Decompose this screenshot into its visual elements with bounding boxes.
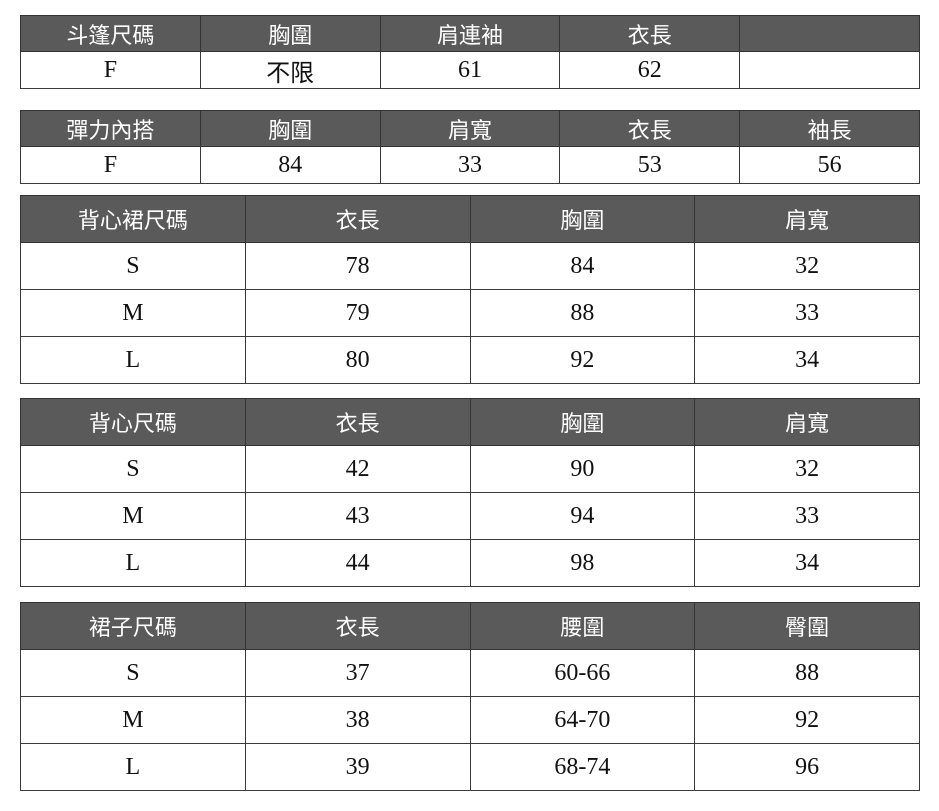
table-cell: 33 — [379, 146, 561, 184]
table-header-row: 斗篷尺碼 胸圍 肩連袖 衣長 — [20, 15, 920, 52]
table-header-row: 裙子尺碼 衣長 腰圍 臀圍 — [20, 602, 920, 650]
header-cell: 胸圍 — [469, 398, 696, 446]
header-cell: 胸圍 — [469, 195, 696, 243]
table-row: S 37 60-66 88 — [20, 649, 920, 697]
size-table: 裙子尺碼 衣長 腰圍 臀圍 S 37 60-66 88 M 38 64-70 92 L 39 68-74 96 — [20, 602, 920, 791]
table-cell: M — [20, 696, 246, 744]
table-cell: F — [20, 51, 201, 89]
table-cell: S — [20, 242, 246, 290]
header-cell: 袖長 — [739, 110, 920, 147]
table-cell: 34 — [694, 539, 920, 587]
header-cell: 衣長 — [559, 15, 741, 52]
table-row: S 42 90 32 — [20, 445, 920, 493]
size-table: 斗篷尺碼 胸圍 肩連袖 衣長 F 不限 61 62 — [20, 15, 920, 89]
table-cell: 32 — [694, 242, 920, 290]
table-cell: 78 — [244, 242, 471, 290]
table-cell: S — [20, 649, 246, 697]
table-row: S 78 84 32 — [20, 242, 920, 290]
header-cell: 肩寬 — [694, 195, 920, 243]
header-cell: 衣長 — [559, 110, 741, 147]
header-cell: 衣長 — [244, 195, 471, 243]
table-cell: 88 — [469, 289, 696, 337]
table-cell: 不限 — [199, 51, 381, 89]
table-cell: 68-74 — [469, 743, 696, 791]
table-cell: L — [20, 336, 246, 384]
table-cell: 62 — [559, 51, 741, 89]
table-cell: 84 — [469, 242, 696, 290]
header-cell: 背心尺碼 — [20, 398, 246, 446]
table-row: F 不限 61 62 — [20, 51, 920, 89]
table-cell: 44 — [244, 539, 471, 587]
table-cell: 33 — [694, 492, 920, 540]
table-cell: 60-66 — [469, 649, 696, 697]
table-cell: 80 — [244, 336, 471, 384]
size-table: 彈力內搭 胸圍 肩寬 衣長 袖長 F 84 33 53 56 — [20, 110, 920, 184]
header-cell: 彈力內搭 — [20, 110, 201, 147]
table-cell: L — [20, 743, 246, 791]
table-cell: 92 — [469, 336, 696, 384]
table-header-row: 背心裙尺碼 衣長 胸圍 肩寬 — [20, 195, 920, 243]
table-row: M 79 88 33 — [20, 289, 920, 337]
table-cell: M — [20, 289, 246, 337]
header-cell: 臀圍 — [694, 602, 920, 650]
header-cell: 胸圍 — [199, 110, 381, 147]
table-header-row: 背心尺碼 衣長 胸圍 肩寬 — [20, 398, 920, 446]
header-cell: 裙子尺碼 — [20, 602, 246, 650]
table-row: L 39 68-74 96 — [20, 743, 920, 791]
size-table: 背心裙尺碼 衣長 胸圍 肩寬 S 78 84 32 M 79 88 33 L 80 92 34 — [20, 195, 920, 384]
table-cell: 96 — [694, 743, 920, 791]
table-cell: M — [20, 492, 246, 540]
table-row: L 80 92 34 — [20, 336, 920, 384]
table-cell: 34 — [694, 336, 920, 384]
table-row: L 44 98 34 — [20, 539, 920, 587]
table-header-row: 彈力內搭 胸圍 肩寬 衣長 袖長 — [20, 110, 920, 147]
table-cell: F — [20, 146, 201, 184]
table-cell: 61 — [379, 51, 561, 89]
table-cell: S — [20, 445, 246, 493]
size-table: 背心尺碼 衣長 胸圍 肩寬 S 42 90 32 M 43 94 33 L 44 98 34 — [20, 398, 920, 587]
table-cell: L — [20, 539, 246, 587]
table-row: M 43 94 33 — [20, 492, 920, 540]
table-cell — [739, 51, 920, 89]
table-cell: 79 — [244, 289, 471, 337]
table-cell: 43 — [244, 492, 471, 540]
header-cell: 肩連袖 — [379, 15, 561, 52]
table-cell: 84 — [199, 146, 381, 184]
header-cell: 腰圍 — [469, 602, 696, 650]
table-cell: 39 — [244, 743, 471, 791]
header-cell: 背心裙尺碼 — [20, 195, 246, 243]
header-cell: 肩寬 — [379, 110, 561, 147]
table-cell: 64-70 — [469, 696, 696, 744]
header-cell: 衣長 — [244, 602, 471, 650]
header-cell: 胸圍 — [199, 15, 381, 52]
table-cell: 33 — [694, 289, 920, 337]
table-cell: 53 — [559, 146, 741, 184]
header-cell: 肩寬 — [694, 398, 920, 446]
table-cell: 98 — [469, 539, 696, 587]
table-cell: 32 — [694, 445, 920, 493]
table-cell: 38 — [244, 696, 471, 744]
table-cell: 94 — [469, 492, 696, 540]
table-cell: 56 — [739, 146, 920, 184]
header-cell — [739, 15, 920, 52]
table-cell: 90 — [469, 445, 696, 493]
table-cell: 37 — [244, 649, 471, 697]
table-row: M 38 64-70 92 — [20, 696, 920, 744]
table-cell: 88 — [694, 649, 920, 697]
header-cell: 衣長 — [244, 398, 471, 446]
table-cell: 42 — [244, 445, 471, 493]
table-cell: 92 — [694, 696, 920, 744]
table-row: F 84 33 53 56 — [20, 146, 920, 184]
header-cell: 斗篷尺碼 — [20, 15, 201, 52]
